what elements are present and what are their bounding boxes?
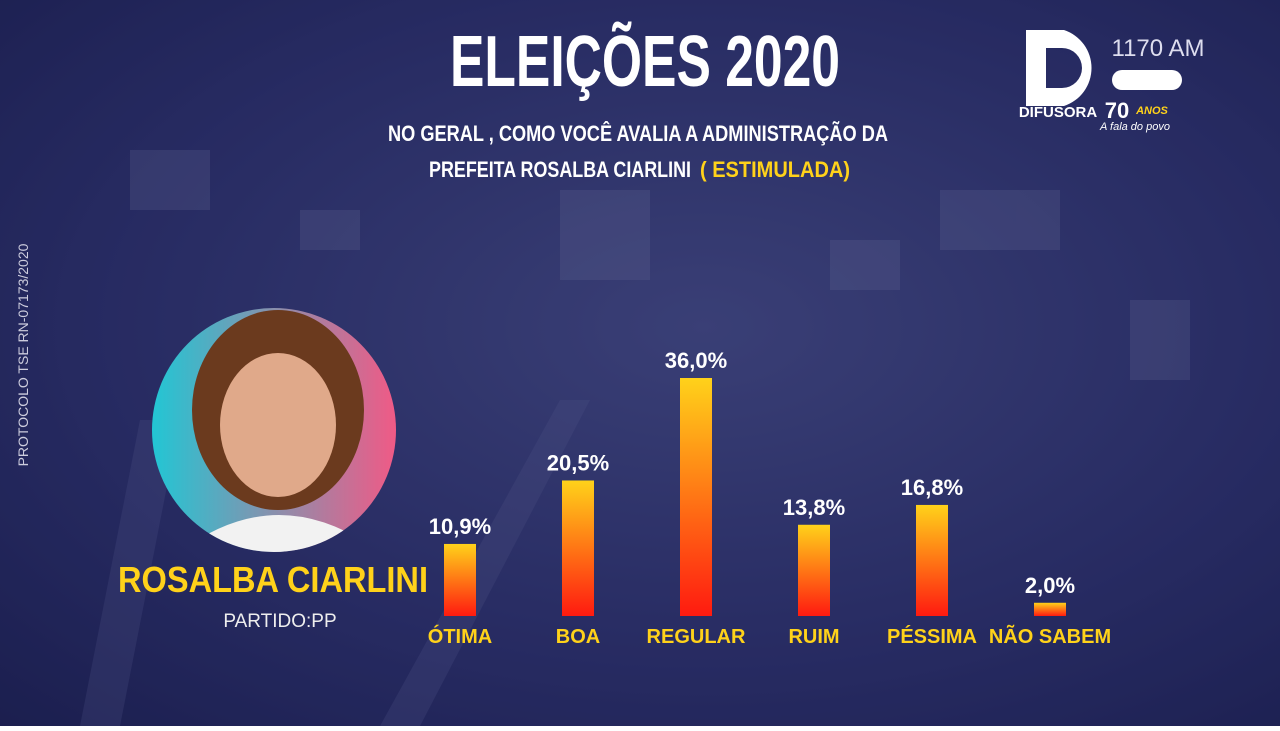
- category-label: PÉSSIMA: [887, 625, 977, 648]
- bar: [798, 524, 830, 616]
- value-label: 2,0%: [1025, 573, 1075, 598]
- category-label: REGULAR: [647, 626, 746, 648]
- category-label: RUIM: [788, 626, 839, 648]
- logo-slogan: A fala do povo: [1099, 121, 1170, 133]
- logo-years-word: ANOS: [1135, 105, 1168, 117]
- bar: [444, 543, 476, 616]
- bar: [1034, 602, 1066, 616]
- value-label: 36,0%: [665, 348, 727, 373]
- logo: 1170 AM DIFUSORA 70 ANOS A fala do povo: [1019, 30, 1205, 133]
- protocol: PROTOCOLO TSE RN-07173/2020: [15, 243, 31, 466]
- subtitle: NO GERAL , COMO VOCÊ AVALIA A ADMINISTRA…: [388, 121, 888, 146]
- bar: [680, 378, 712, 616]
- value-label: 13,8%: [783, 495, 845, 520]
- bar: [916, 504, 948, 616]
- logo-icons: [1112, 70, 1182, 90]
- category-label: ÓTIMA: [428, 624, 492, 648]
- subtitle: PREFEITA ROSALBA CIARLINI: [429, 157, 691, 182]
- value-label: 10,9%: [429, 514, 491, 539]
- logo-d: [1026, 30, 1092, 106]
- subtitle-note: ( ESTIMULADA): [700, 157, 850, 182]
- logo-years: 70: [1105, 98, 1129, 123]
- logo-name: DIFUSORA: [1019, 104, 1098, 121]
- category-label: BOA: [556, 626, 600, 648]
- logo-frequency: 1170 AM: [1112, 35, 1205, 62]
- title: ELEIÇÕES 2020: [450, 21, 840, 102]
- value-label: 20,5%: [547, 450, 609, 475]
- candidate-name: ROSALBA CIARLINI: [118, 559, 428, 600]
- value-label: 16,8%: [901, 475, 963, 500]
- city-texture: [80, 150, 1190, 726]
- candidate-party: PARTIDO:PP: [223, 611, 336, 632]
- category-label: NÃO SABEM: [989, 625, 1111, 648]
- bar: [562, 480, 594, 616]
